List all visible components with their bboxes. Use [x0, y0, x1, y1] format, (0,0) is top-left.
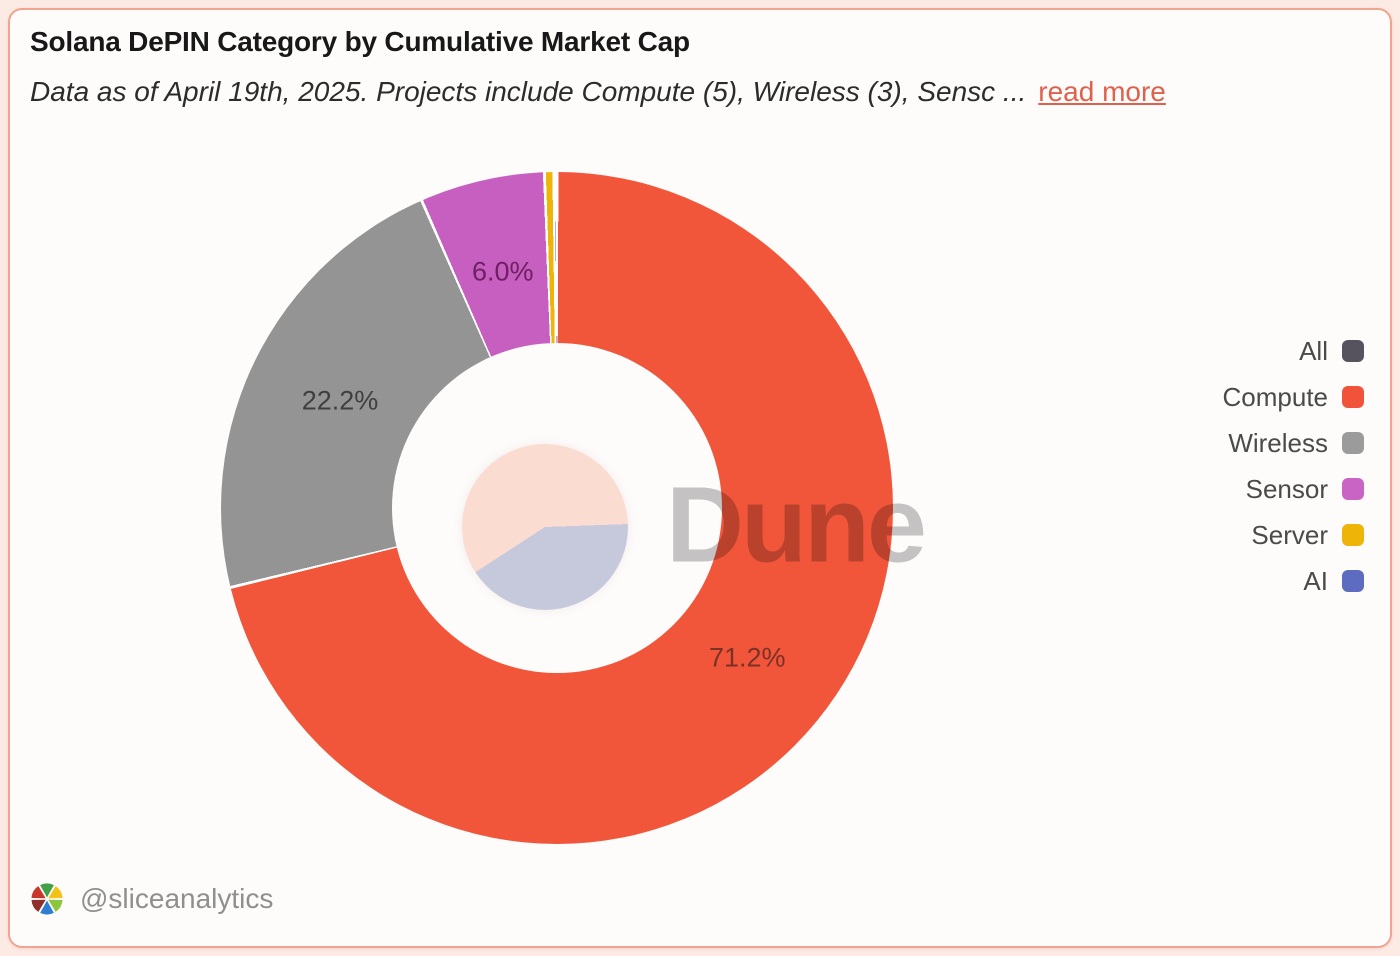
legend-item-wireless[interactable]: Wireless: [1223, 420, 1364, 466]
chart-subtitle: Data as of April 19th, 2025. Projects in…: [30, 76, 1166, 108]
read-more-link[interactable]: read more: [1038, 76, 1166, 107]
legend-label: Compute: [1222, 381, 1329, 412]
legend-item-ai[interactable]: AI: [1223, 558, 1364, 604]
slice-pinwheel-icon: [31, 883, 63, 915]
legend-swatch-sensor-icon: [1342, 478, 1364, 500]
chart-title: Solana DePIN Category by Cumulative Mark…: [30, 26, 690, 57]
legend-item-server[interactable]: Server: [1223, 512, 1364, 558]
legend-label: Wireless: [1228, 427, 1328, 458]
chart-subtitle-text: Data as of April 19th, 2025. Projects in…: [30, 76, 1027, 107]
legend-item-sensor[interactable]: Sensor: [1223, 466, 1364, 512]
legend-swatch-server-icon: [1342, 524, 1364, 546]
legend-label: All: [1299, 335, 1328, 366]
legend-swatch-compute-icon: [1342, 386, 1364, 408]
inner-pie: [462, 444, 628, 610]
footer-handle[interactable]: @sliceanalytics: [80, 883, 274, 914]
legend-label: AI: [1303, 565, 1328, 596]
footer: @sliceanalytics: [28, 880, 273, 918]
legend-item-compute[interactable]: Compute: [1222, 374, 1364, 420]
legend-label: Server: [1251, 519, 1328, 550]
legend-swatch-wireless-icon: [1342, 432, 1364, 454]
legend-swatch-all-icon: [1342, 340, 1364, 362]
legend-item-all[interactable]: All: [1223, 328, 1364, 374]
legend: All Compute Wireless Sensor Server AI: [1222, 328, 1364, 604]
legend-swatch-ai-icon: [1342, 570, 1364, 592]
legend-label: Sensor: [1245, 473, 1328, 504]
